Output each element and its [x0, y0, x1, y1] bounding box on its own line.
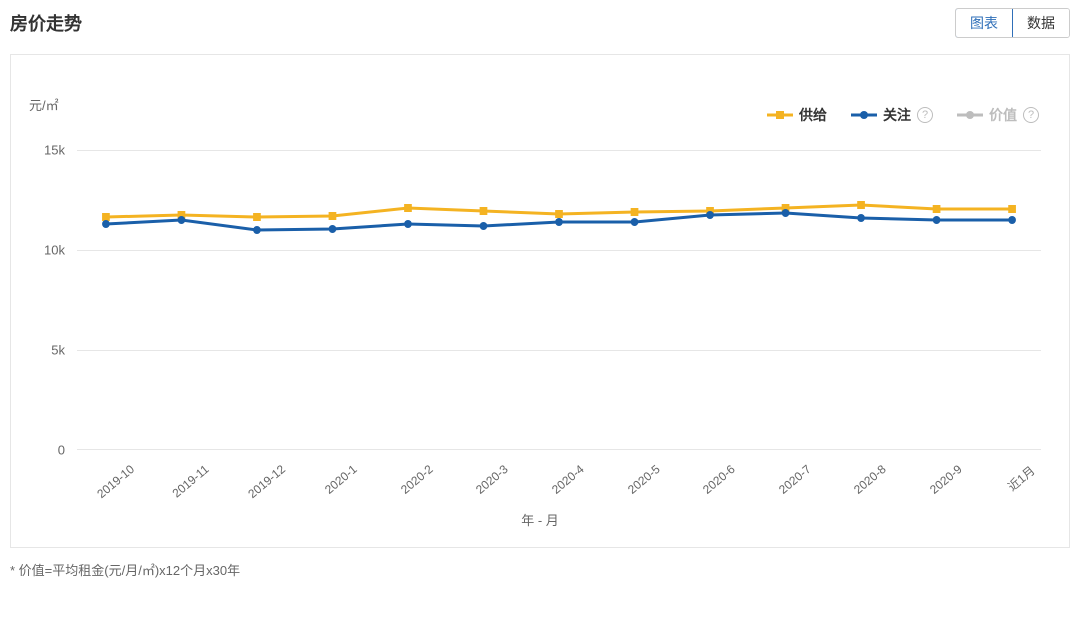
series-marker-supply[interactable]	[329, 212, 337, 220]
series-marker-attention[interactable]	[555, 218, 563, 226]
x-tick-label: 2019-10	[94, 462, 137, 501]
series-marker-attention[interactable]	[253, 226, 261, 234]
footnote: * 价值=平均租金(元/月/㎡)x12个月x30年	[0, 548, 1080, 579]
series-marker-attention[interactable]	[102, 220, 110, 228]
legend-item-supply[interactable]: 供给	[767, 105, 827, 125]
x-axis-title: 年 - 月	[29, 510, 1051, 533]
x-tick-label: 2020-9	[927, 462, 965, 497]
legend-item-attention[interactable]: 关注?	[851, 105, 933, 125]
x-tick-label: 2020-3	[474, 462, 512, 497]
tab-chart[interactable]: 图表	[955, 8, 1013, 38]
tab-data[interactable]: 数据	[1012, 9, 1069, 37]
page-title: 房价走势	[10, 10, 82, 36]
y-tick: 0	[58, 443, 65, 458]
x-tick-label: 2020-7	[776, 462, 814, 497]
help-icon[interactable]: ?	[917, 107, 933, 123]
series-marker-supply[interactable]	[555, 210, 563, 218]
y-gridline	[77, 350, 1041, 351]
x-tick-label: 近1月	[1004, 462, 1038, 495]
series-marker-supply[interactable]	[857, 201, 865, 209]
x-axis-labels: 2019-10 2019-11 2019-12 2020-1 2020-2 2020-3 2…	[77, 456, 1041, 506]
y-axis: 05k10k15k	[29, 150, 71, 450]
series-marker-supply[interactable]	[933, 205, 941, 213]
y-tick: 5k	[51, 343, 65, 358]
y-tick: 10k	[44, 243, 65, 258]
y-gridline	[77, 250, 1041, 251]
plot-wrap: 05k10k15k	[29, 150, 1051, 450]
series-marker-attention[interactable]	[631, 218, 639, 226]
chart-container: 供给关注?价值? 元/㎡ 05k10k15k 2019-102019-11201…	[10, 54, 1070, 548]
x-tick-label: 2020-1	[323, 462, 361, 497]
legend-item-value[interactable]: 价值?	[957, 105, 1039, 125]
legend-swatch	[957, 110, 983, 120]
legend-swatch	[767, 110, 793, 120]
legend-label: 关注	[883, 105, 911, 125]
x-tick-label: 2020-4	[549, 462, 587, 497]
series-marker-supply[interactable]	[404, 204, 412, 212]
series-marker-attention[interactable]	[480, 222, 488, 230]
legend: 供给关注?价值?	[767, 105, 1039, 125]
series-marker-attention[interactable]	[404, 220, 412, 228]
series-marker-attention[interactable]	[933, 216, 941, 224]
x-tick-label: 2020-2	[398, 462, 436, 497]
series-marker-supply[interactable]	[631, 208, 639, 216]
view-tabs: 图表 数据	[955, 8, 1070, 38]
x-tick-label: 2019-12	[245, 462, 288, 501]
series-marker-supply[interactable]	[253, 213, 261, 221]
y-gridline	[77, 150, 1041, 151]
series-marker-supply[interactable]	[1008, 205, 1016, 213]
y-tick: 15k	[44, 143, 65, 158]
legend-swatch	[851, 110, 877, 120]
series-marker-attention[interactable]	[706, 211, 714, 219]
series-marker-attention[interactable]	[329, 225, 337, 233]
header: 房价走势 图表 数据	[0, 0, 1080, 44]
plot: 05k10k15k	[29, 150, 1051, 450]
series-marker-supply[interactable]	[102, 213, 110, 221]
x-tick-label: 2020-5	[625, 462, 663, 497]
series-marker-attention[interactable]	[178, 216, 186, 224]
series-marker-supply[interactable]	[480, 207, 488, 215]
chart-svg	[77, 150, 1041, 450]
legend-label: 价值	[989, 105, 1017, 125]
help-icon[interactable]: ?	[1023, 107, 1039, 123]
legend-label: 供给	[799, 105, 827, 125]
series-marker-attention[interactable]	[857, 214, 865, 222]
series-marker-attention[interactable]	[1008, 216, 1016, 224]
x-tick-label: 2019-11	[170, 462, 212, 500]
plot-area	[77, 150, 1041, 450]
x-tick-label: 2020-8	[851, 462, 889, 497]
x-tick-label: 2020-6	[700, 462, 738, 497]
series-marker-attention[interactable]	[782, 209, 790, 217]
x-baseline	[77, 449, 1041, 450]
